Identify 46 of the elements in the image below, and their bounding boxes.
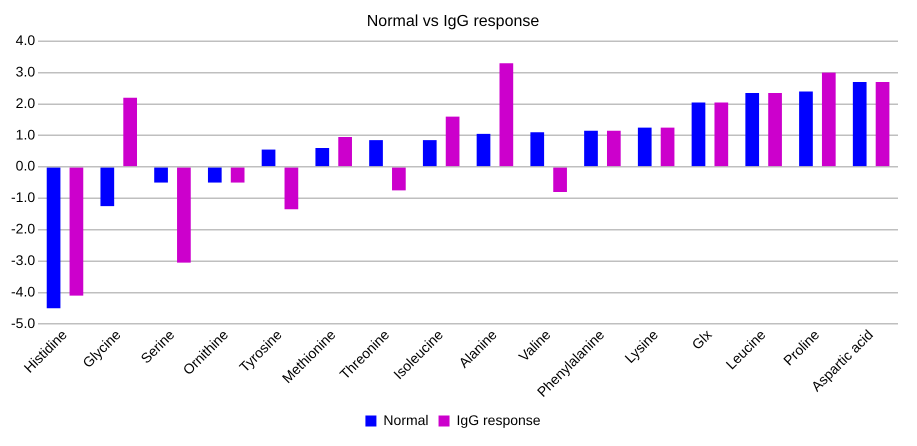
x-tick-label: Glx	[688, 326, 715, 353]
bar	[100, 168, 114, 206]
bar	[745, 93, 760, 166]
bar	[123, 98, 138, 166]
legend-label: IgG response	[456, 412, 541, 428]
bar	[852, 82, 867, 166]
bar	[284, 168, 298, 210]
y-tick-label: -1.0	[11, 189, 36, 206]
bar	[208, 168, 222, 183]
bar	[584, 130, 598, 166]
y-tick-label: 0.0	[16, 158, 36, 174]
bar	[446, 116, 460, 166]
bar	[638, 128, 652, 166]
bar	[714, 102, 728, 166]
bar	[177, 168, 191, 263]
bar	[876, 82, 890, 166]
bar	[338, 137, 352, 166]
bar	[154, 168, 168, 183]
y-tick-label: 4.0	[16, 32, 36, 48]
bar	[660, 128, 674, 166]
y-tick-label: 2.0	[16, 94, 36, 111]
legend-label: Normal	[383, 412, 429, 428]
y-tick-label: -3.0	[11, 252, 36, 268]
bar	[530, 132, 544, 166]
y-tick-label: -4.0	[11, 283, 36, 300]
bar	[476, 134, 490, 166]
y-tick-label: 3.0	[16, 63, 36, 80]
bar	[606, 130, 621, 166]
chart-title: Normal vs IgG response	[366, 13, 540, 30]
y-tick-label: 1.0	[16, 126, 36, 142]
bar	[799, 91, 813, 166]
bar	[46, 168, 60, 308]
bar	[262, 150, 276, 166]
bar	[230, 168, 244, 183]
bar	[422, 140, 437, 166]
bar	[392, 168, 406, 190]
bar	[692, 102, 706, 166]
bar	[369, 140, 383, 166]
bar	[315, 148, 330, 166]
bar	[553, 168, 567, 192]
bar	[500, 63, 514, 166]
y-tick-label: -5.0	[11, 314, 36, 331]
y-tick-label: -2.0	[11, 220, 36, 237]
bar	[768, 93, 782, 166]
bar	[822, 72, 836, 166]
bar	[70, 168, 84, 296]
